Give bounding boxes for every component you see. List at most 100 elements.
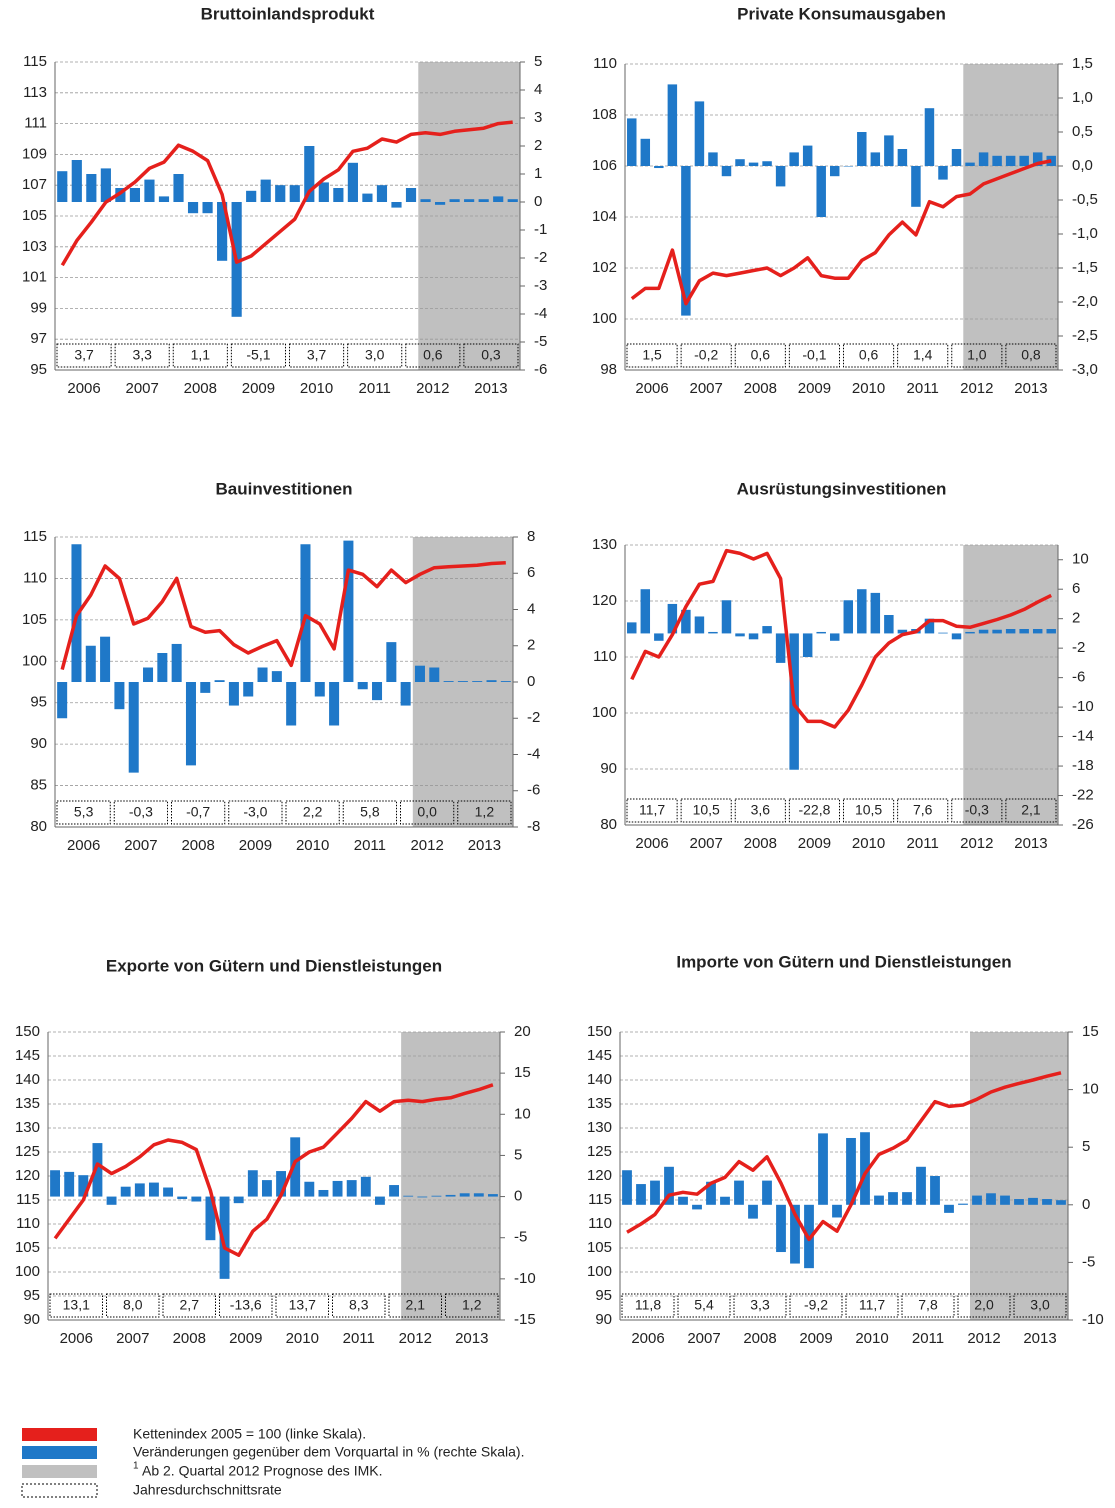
- bar: [247, 1170, 258, 1197]
- bar: [930, 1176, 940, 1205]
- annual-rate-label: 3,3: [132, 347, 152, 363]
- annual-rate-label: 2,0: [974, 1297, 994, 1313]
- x-tick-label: 2008: [744, 835, 777, 852]
- y-tick-label: 140: [587, 1071, 612, 1088]
- y2-tick-label: 10: [1082, 1081, 1099, 1098]
- x-tick-label: 2006: [635, 380, 668, 397]
- bar: [654, 166, 664, 169]
- y2-tick-label: 10: [1072, 551, 1089, 568]
- bar: [449, 199, 460, 202]
- annual-rate-box: [463, 343, 519, 368]
- legend-label: Ab 2. Quartal 2012 Prognose des IMK.: [142, 1463, 382, 1479]
- bar: [71, 160, 82, 202]
- annual-rate-box: [56, 800, 111, 825]
- y2-tick-label: 0: [527, 673, 535, 690]
- bar: [790, 1204, 800, 1264]
- y2-tick-label: -1,0: [1072, 225, 1098, 242]
- bar: [734, 1180, 744, 1205]
- annual-rate-box: [400, 800, 455, 825]
- y2-tick-label: 15: [514, 1064, 531, 1081]
- bar: [735, 159, 745, 166]
- chart: Ausrüstungsinvestitionen 80 90 100 110 120 130…: [592, 479, 1094, 851]
- bar: [884, 135, 894, 166]
- bar: [884, 615, 894, 634]
- bar: [85, 645, 96, 682]
- annual-rate-box: [445, 1293, 499, 1318]
- bar: [389, 1185, 400, 1197]
- annual-rate-label: 1,1: [191, 347, 211, 363]
- y-tick-label: 110: [588, 1215, 612, 1232]
- y-tick-label: 145: [15, 1047, 40, 1064]
- x-tick-label: 2011: [912, 1330, 944, 1347]
- bar: [802, 633, 813, 657]
- bar: [1046, 629, 1056, 634]
- bar: [911, 166, 921, 207]
- bar: [640, 138, 651, 166]
- y2-tick-label: -2: [534, 249, 547, 266]
- bar: [429, 667, 440, 682]
- annual-rate-label: 2,1: [1021, 802, 1041, 818]
- bar: [829, 166, 840, 177]
- bar: [902, 1192, 912, 1205]
- bar: [874, 1195, 884, 1205]
- y2-tick-label: -6: [534, 361, 547, 378]
- annual-rate-label: 3,3: [750, 1297, 770, 1313]
- annual-rate-label: -0,7: [186, 804, 210, 820]
- bar: [857, 589, 867, 634]
- y2-tick-label: -2,0: [1072, 293, 1098, 310]
- annual-rate-label: 5,3: [74, 804, 94, 820]
- bar: [318, 182, 329, 202]
- y-tick-label: 90: [23, 1311, 40, 1328]
- x-tick-label: 2007: [124, 837, 157, 854]
- bar: [129, 188, 141, 202]
- bar: [775, 166, 786, 187]
- x-tick-label: 2013: [1023, 1330, 1056, 1347]
- annual-rate-box: [951, 798, 1003, 823]
- annual-rate-label: 11,7: [639, 802, 665, 818]
- x-tick-label: 2008: [744, 380, 777, 397]
- x-tick-label: 2011: [907, 835, 939, 852]
- annual-rate-label: 10,5: [855, 802, 882, 818]
- bar: [1005, 155, 1016, 166]
- bar: [1056, 1200, 1066, 1205]
- y-tick-label: 150: [15, 1023, 40, 1040]
- bar: [694, 101, 705, 166]
- y-tick-label: 111: [24, 115, 47, 132]
- legend-swatch: [22, 1446, 97, 1459]
- bar: [843, 600, 854, 634]
- y-tick-label: 105: [587, 1239, 612, 1256]
- bar: [64, 1171, 75, 1197]
- annual-rate-label: -22,8: [798, 802, 830, 818]
- bar: [286, 682, 297, 726]
- annual-rate-box: [788, 798, 840, 823]
- bar: [289, 185, 300, 202]
- annual-rate-box: [677, 1293, 731, 1318]
- legend-label: Jahresdurchschnittsrate: [133, 1482, 282, 1498]
- bar: [678, 1196, 688, 1205]
- bar: [78, 1175, 89, 1197]
- bar: [802, 145, 813, 166]
- chart: Importe von Gütern und Dienstleistungen 9…: [587, 952, 1104, 1346]
- annual-rate-label: 2,1: [406, 1297, 426, 1313]
- y2-tick-label: -1,5: [1072, 259, 1098, 276]
- x-tick-label: 2012: [960, 380, 993, 397]
- line: [60, 560, 506, 671]
- chart: Bruttoinlandsprodukt95979910110310510710…: [22, 4, 547, 396]
- y-tick-label: 100: [22, 652, 47, 669]
- bar: [650, 1180, 660, 1205]
- bar: [386, 642, 397, 682]
- bar: [721, 166, 732, 177]
- bar: [708, 152, 718, 166]
- annual-rate-box: [626, 343, 678, 368]
- line: [630, 548, 1052, 729]
- annual-rate-box: [289, 343, 345, 368]
- chart-title: Exporte von Gütern und Dienstleistungen: [106, 956, 442, 975]
- bar: [986, 1193, 996, 1205]
- x-tick-label: 2008: [184, 380, 217, 397]
- x-tick-label: 2011: [907, 380, 939, 397]
- bar: [944, 1204, 954, 1213]
- bar: [185, 682, 196, 766]
- annual-rate-label: -13,6: [230, 1297, 262, 1313]
- bar: [789, 152, 799, 166]
